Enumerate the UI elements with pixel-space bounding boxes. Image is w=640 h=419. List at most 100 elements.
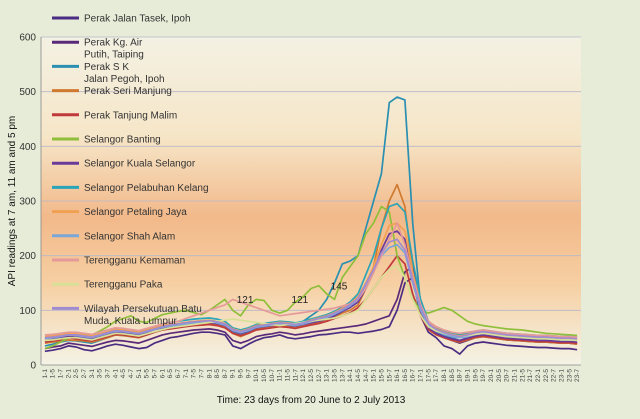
- x-tick-label: 4-5: [120, 369, 127, 379]
- legend-label: Perak Seri Manjung: [84, 86, 172, 97]
- x-tick-label: 5-1: [136, 369, 143, 379]
- series-line: [44, 205, 578, 350]
- y-tick-label: 400: [19, 142, 36, 153]
- annotations: 145 121 121: [237, 282, 348, 306]
- x-tick-label: 8-7: [222, 369, 229, 379]
- y-tick-label: 0: [30, 361, 36, 372]
- x-tick-label: 19-7: [480, 369, 487, 382]
- legend-label: Selangor Petaling Jaya: [84, 207, 187, 218]
- x-tick-label: 18-5: [449, 369, 456, 382]
- x-tick-label: 14-5: [355, 369, 362, 382]
- x-tick-label: 7-5: [191, 369, 198, 379]
- series-lines: [44, 96, 578, 355]
- x-tick-label: 3-7: [105, 369, 112, 379]
- x-axis-ticks: 1-1 1-5 1-7 2-1 2-5 2-7 3-1 3-5 3-7 4-1 4-5 4-7 5-1 5…: [42, 369, 581, 382]
- x-tick-label: 5-7: [151, 369, 158, 379]
- x-tick-label: 16-1: [394, 369, 401, 382]
- x-tick-label: 2-1: [65, 369, 72, 379]
- x-tick-label: 21-1: [511, 369, 518, 382]
- y-tick-label: 300: [19, 197, 36, 208]
- x-tick-label: 17-5: [425, 369, 432, 382]
- x-tick-label: 3-5: [97, 369, 104, 379]
- x-tick-label: 17-1: [418, 369, 425, 382]
- legend-label: Perak Kg. Air Putih, Taiping: [84, 38, 144, 61]
- x-tick-label: 12-7: [316, 369, 323, 382]
- x-tick-label: 4-1: [112, 369, 119, 379]
- x-tick-label: 15-5: [378, 369, 385, 382]
- legend-label: Perak Jalan Tasek, Ipoh: [84, 14, 191, 25]
- x-tick-label: 21-5: [519, 369, 526, 382]
- x-tick-label: 23-7: [574, 369, 581, 382]
- legend-label: Perak S K Jalan Pegoh, Ipoh: [84, 62, 165, 85]
- x-tick-label: 9-1: [230, 369, 237, 379]
- x-tick-label: 22-5: [543, 369, 550, 382]
- legend-label: Selangor Shah Alam: [84, 231, 175, 242]
- x-tick-label: 19-1: [465, 369, 472, 382]
- y-tick-label: 500: [19, 87, 36, 98]
- series-line: [44, 238, 578, 340]
- legend-label: Selangor Banting: [84, 135, 161, 146]
- x-tick-label: 8-5: [214, 369, 221, 379]
- x-tick-label: 2-7: [81, 369, 88, 379]
- x-tick-label: 18-7: [457, 369, 464, 382]
- x-tick-label: 11-7: [292, 369, 299, 382]
- x-tick-label: 12-5: [308, 369, 315, 382]
- x-tick-label: 14-1: [347, 369, 354, 382]
- series-line: [44, 254, 578, 344]
- x-tick-label: 9-7: [245, 369, 252, 379]
- x-tick-label: 14-7: [363, 369, 370, 382]
- x-tick-label: 1-7: [58, 369, 65, 379]
- x-tick-label: 15-1: [371, 369, 378, 382]
- x-tick-label: 1-5: [50, 369, 57, 379]
- x-tick-label: 3-1: [89, 369, 96, 379]
- x-tick-label: 4-7: [128, 369, 135, 379]
- x-axis-label: Time: 23 days from 20 June to 2 July 201…: [217, 395, 406, 406]
- x-tick-label: 21-7: [527, 369, 534, 382]
- x-tick-label: 7-7: [198, 369, 205, 379]
- x-tick-label: 23-5: [566, 369, 573, 382]
- x-tick-label: 16-5: [402, 369, 409, 382]
- x-tick-label: 13-5: [331, 369, 338, 382]
- x-tick-label: 10-5: [261, 369, 268, 382]
- x-tick-label: 11-5: [285, 369, 292, 382]
- legend-label: Wilayah Persekutuan Batu Muda, Kuala Lump…: [84, 304, 202, 327]
- x-tick-label: 13-1: [324, 369, 331, 382]
- legend-label: Perak Tanjung Malim: [84, 110, 177, 121]
- x-tick-label: 23-1: [558, 369, 565, 382]
- x-tick-label: 20-1: [488, 369, 495, 382]
- x-tick-label: 2-5: [73, 369, 80, 379]
- x-tick-label: 10-7: [269, 369, 276, 382]
- x-tick-label: 9-5: [238, 369, 245, 379]
- x-tick-label: 6-7: [175, 369, 182, 379]
- x-tick-label: 8-1: [206, 369, 213, 379]
- x-tick-label: 17-7: [433, 369, 440, 382]
- legend: Perak Jalan Tasek, Ipoh Perak Kg. Air Puti…: [52, 14, 209, 327]
- x-tick-label: 6-5: [167, 369, 174, 379]
- x-tick-label: 16-7: [410, 369, 417, 382]
- x-tick-label: 6-1: [159, 369, 166, 379]
- series-line: [44, 222, 578, 338]
- legend-label: Selangor Kuala Selangor: [84, 159, 196, 170]
- x-tick-label: 15-7: [386, 369, 393, 382]
- series-line: [44, 276, 578, 355]
- legend-label: Terengganu Paka: [84, 280, 163, 291]
- y-tick-label: 600: [19, 33, 36, 44]
- x-tick-label: 7-1: [183, 369, 190, 379]
- y-axis-ticks: 0 100 200 300 400 500 600: [19, 33, 36, 372]
- legend-label: Terengganu Kemaman: [84, 256, 185, 267]
- annotation-label: 145: [331, 282, 348, 293]
- x-tick-label: 5-5: [144, 369, 151, 379]
- x-tick-label: 22-1: [535, 369, 542, 382]
- x-tick-label: 19-5: [472, 369, 479, 382]
- annotation-label: 121: [292, 295, 309, 306]
- gridlines: [40, 36, 581, 366]
- x-tick-label: 20-7: [504, 369, 511, 382]
- legend-label: Selangor Pelabuhan Kelang: [84, 183, 209, 194]
- y-tick-label: 200: [19, 251, 36, 262]
- x-tick-label: 12-1: [300, 369, 307, 382]
- series-line: [44, 230, 578, 343]
- x-tick-label: 1-1: [42, 369, 49, 379]
- y-axis-label: API readings at 7 am, 11 am and 5 pm: [7, 116, 18, 286]
- x-tick-label: 18-1: [441, 369, 448, 382]
